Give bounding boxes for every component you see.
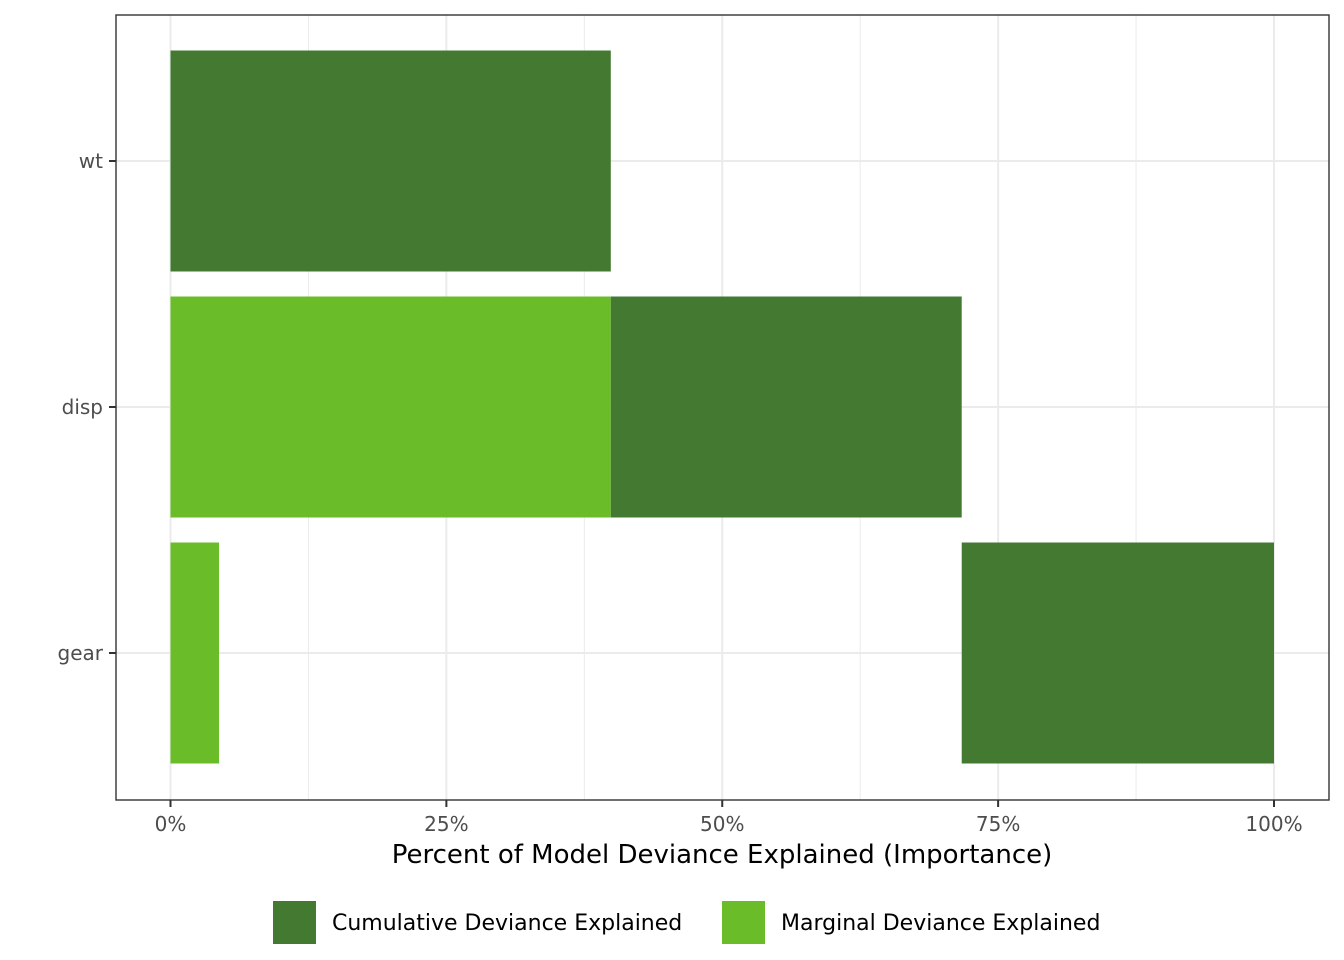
legend: Cumulative Deviance Explained Marginal De…	[273, 901, 1100, 944]
legend-key-cumulative	[273, 901, 316, 944]
x-tick-label: 100%	[1245, 812, 1302, 836]
bar-gear-cumulative	[961, 542, 1274, 764]
x-tick-label: 50%	[700, 812, 744, 836]
bar-gear-marginal	[170, 542, 220, 764]
y-tick-label: gear	[58, 641, 104, 665]
legend-label-cumulative: Cumulative Deviance Explained	[332, 911, 682, 936]
x-axis: 0% 25% 50% 75% 100%	[155, 800, 1303, 836]
bar-disp-marginal	[170, 296, 611, 518]
x-tick-label: 0%	[155, 812, 187, 836]
y-tick-label: wt	[79, 149, 103, 173]
y-tick-label: disp	[62, 395, 103, 419]
bars-group	[170, 50, 1274, 764]
x-tick-label: 25%	[424, 812, 468, 836]
x-tick-label: 75%	[976, 812, 1020, 836]
bar-disp-cumulative	[610, 296, 962, 518]
x-axis-title: Percent of Model Deviance Explained (Imp…	[392, 840, 1053, 870]
legend-key-marginal	[722, 901, 765, 944]
bar-wt-cumulative	[170, 50, 611, 272]
legend-label-marginal: Marginal Deviance Explained	[781, 911, 1100, 936]
y-axis: wt disp gear	[58, 149, 116, 665]
